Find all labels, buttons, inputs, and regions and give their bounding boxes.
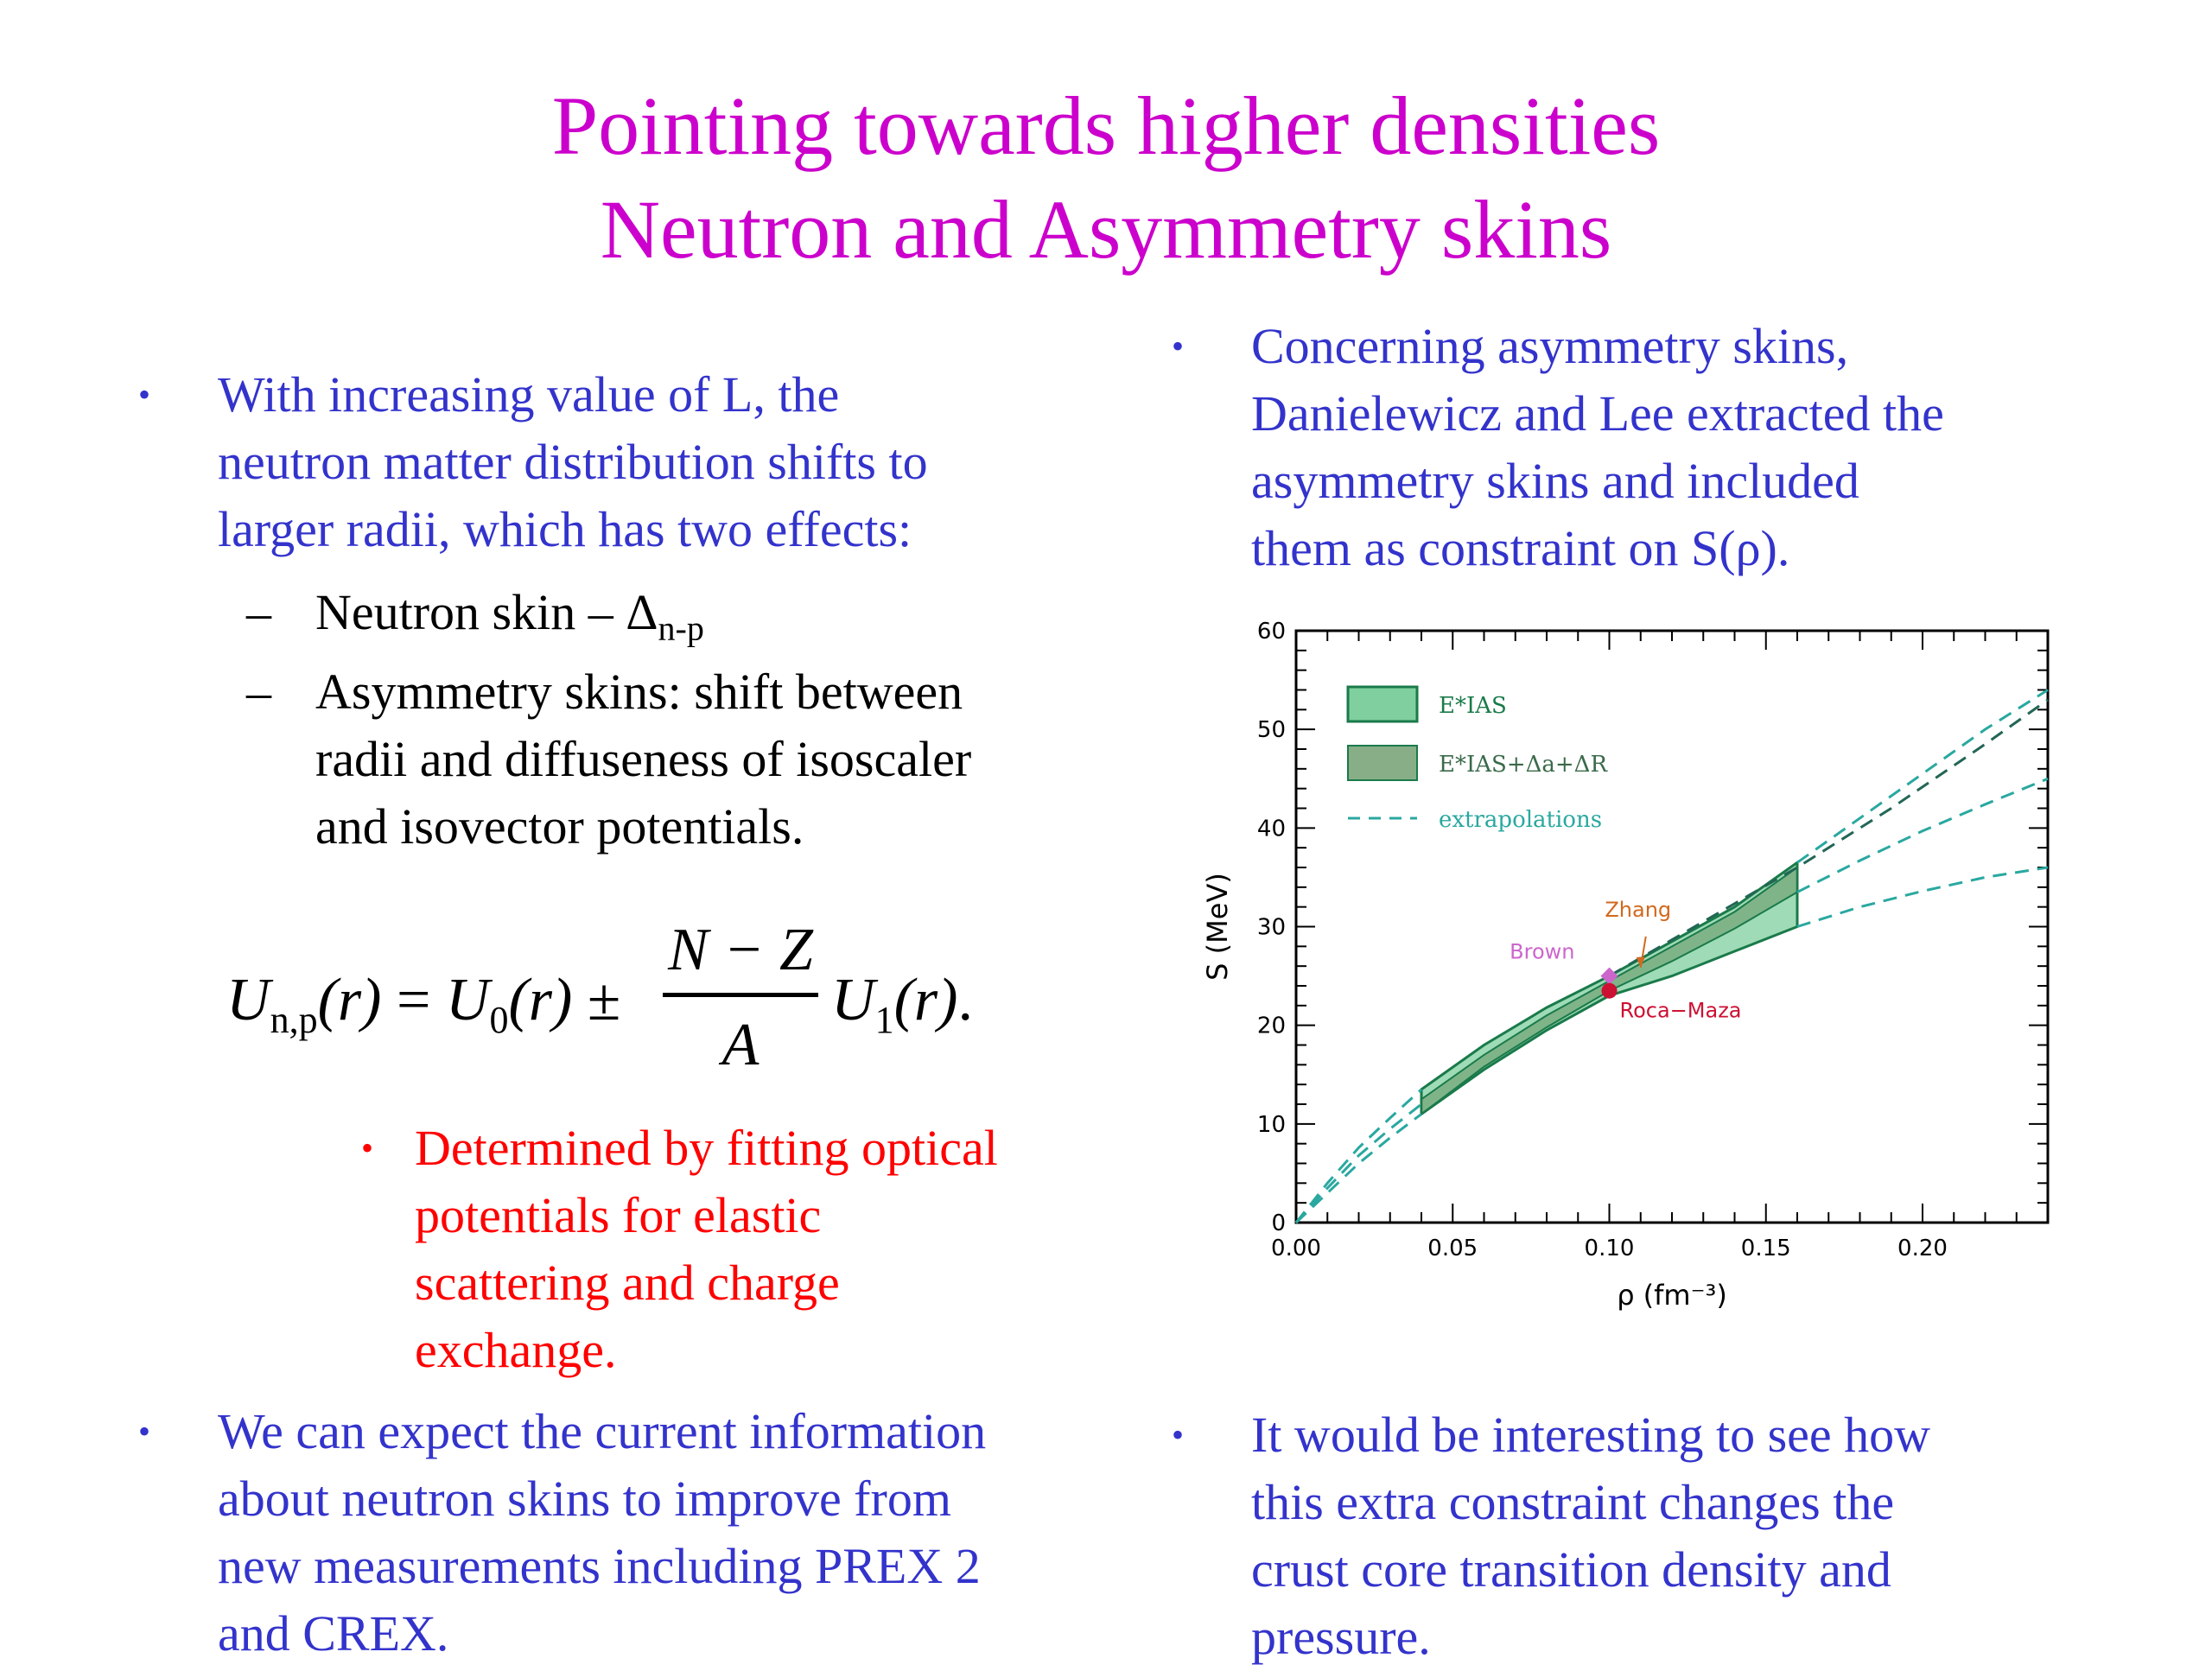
extrapolation-line xyxy=(1796,866,2049,928)
formula-numerator: N − Z xyxy=(668,917,813,983)
y-axis-label: S (MeV) xyxy=(1201,873,1234,981)
formula-end: . xyxy=(957,967,973,1033)
bullet-dot: • xyxy=(1172,327,1185,365)
y-tick-label: 20 xyxy=(1257,1013,1286,1039)
formula-pm: ± xyxy=(587,967,621,1033)
right-bullet-1-line: Concerning asymmetry skins, xyxy=(1251,318,1849,374)
formula-arg: (r) xyxy=(317,967,382,1033)
label-brown: Brown xyxy=(1510,940,1574,964)
extrapolation-line xyxy=(1294,1113,1422,1224)
red-bullet-fitting: • Determined by fitting optical potentia… xyxy=(361,1115,998,1384)
left-bullet-2-line: We can expect the current information xyxy=(218,1403,987,1459)
point-brown xyxy=(1600,967,1618,985)
right-bullet-1: • Concerning asymmetry skins, Danielewic… xyxy=(1172,313,1944,582)
neutron-skin-subscript: n-p xyxy=(658,608,704,648)
legend-swatch-eias xyxy=(1346,685,1419,723)
formula-U1-sub: 1 xyxy=(874,999,894,1041)
formula-U0-sub: 0 xyxy=(489,999,509,1041)
left-bullet-2: • We can expect the current information … xyxy=(138,1398,987,1668)
bullet-dot: • xyxy=(1172,1415,1185,1454)
red-bullet-line: Determined by fitting optical xyxy=(415,1120,998,1176)
bullet-dot: • xyxy=(361,1128,374,1167)
zhang-arrowhead xyxy=(1636,956,1645,968)
slide-title-line2: Neutron and Asymmetry skins xyxy=(600,183,1612,276)
y-tick-label: 10 xyxy=(1257,1112,1286,1138)
legend-label-eias-da-dr: E*IAS+Δa+ΔR xyxy=(1439,752,1608,778)
right-bullet-1-line: them as constraint on S(ρ). xyxy=(1251,520,1790,576)
asymmetry-line: and isovector potentials. xyxy=(315,798,804,855)
band-eias-da-dr xyxy=(1421,866,1798,1116)
y-tick-label: 0 xyxy=(1271,1210,1286,1236)
left-bullet-1-line: With increasing value of L, the xyxy=(218,366,840,423)
label-zhang: Zhang xyxy=(1605,898,1671,922)
formula-arg: (r) xyxy=(893,967,958,1033)
y-tick-label: 30 xyxy=(1257,915,1286,941)
left-bullet-1-line: neutron matter distribution shifts to xyxy=(218,434,928,490)
right-bullet-1-line: asymmetry skins and included xyxy=(1251,453,1859,509)
formula-U-sub: n,p xyxy=(270,999,318,1041)
x-axis-label: ρ (fm⁻³) xyxy=(1617,1279,1727,1312)
formula-arg: (r) xyxy=(508,967,573,1033)
x-tick-label: 0.15 xyxy=(1741,1236,1791,1261)
x-tick-label: 0.20 xyxy=(1897,1236,1948,1261)
legend-swatch-eias-da-dr xyxy=(1347,745,1418,781)
extrapolation-line xyxy=(1796,689,2049,864)
left-bullet-2-line: about neutron skins to improve from xyxy=(218,1471,951,1527)
asymmetry-line: radii and diffuseness of isoscaler xyxy=(315,731,972,787)
neutron-skin-text: Neutron skin – Δ xyxy=(315,584,658,640)
extrapolation-line xyxy=(1294,1088,1423,1223)
formula-eq: = xyxy=(396,967,431,1033)
symmetry-energy-chart: 0.00 0.05 0.10 0.15 0.20 0 10 20 30 40 50 60 ρ (fm⁻³… xyxy=(1201,619,2050,1312)
formula-U1: U xyxy=(831,967,875,1033)
x-tick-label: 0.05 xyxy=(1427,1236,1478,1261)
red-bullet-line: potentials for elastic xyxy=(415,1187,822,1243)
bullet-dot: • xyxy=(138,375,151,414)
right-bullet-2-line: pressure. xyxy=(1251,1609,1431,1665)
formula-U0: U xyxy=(445,967,490,1033)
legend-label-extrapolations: extrapolations xyxy=(1439,807,1602,833)
chart-plot-group: 0.00 0.05 0.10 0.15 0.20 0 10 20 30 40 50 60 ρ (fm⁻³… xyxy=(1201,619,2050,1312)
right-bullet-2-line: crust core transition density and xyxy=(1251,1541,1891,1598)
legend-label-eias: E*IAS xyxy=(1439,693,1507,719)
formula-U: U xyxy=(226,967,270,1033)
dash-marker: – xyxy=(246,664,271,720)
right-bullet-1-line: Danielewicz and Lee extracted the xyxy=(1251,385,1944,442)
formula-denominator: A xyxy=(721,1012,760,1078)
optical-potential-formula: Un,p(r) = U0(r) ± N − Z A U1(r). xyxy=(226,916,1004,1089)
dash-marker: – xyxy=(246,584,271,640)
label-roca-maza: Roca−Maza xyxy=(1620,999,1742,1023)
asymmetry-line: Asymmetry skins: shift between xyxy=(315,664,963,720)
sub-bullet-asymmetry-skins: – Asymmetry skins: shift between radii a… xyxy=(246,658,972,861)
point-roca-maza xyxy=(1601,982,1618,999)
red-bullet-line: scattering and charge xyxy=(415,1255,840,1311)
extrapolation-line xyxy=(1608,698,2049,977)
bullet-dot: • xyxy=(138,1412,151,1451)
left-bullet-1-line: larger radii, which has two effects: xyxy=(218,501,912,557)
x-tick-label: 0.10 xyxy=(1585,1236,1635,1261)
fraction-bar xyxy=(663,993,818,997)
y-tick-label: 60 xyxy=(1257,619,1286,645)
left-bullet-1: • With increasing value of L, the neutro… xyxy=(138,361,928,563)
sub-bullet-neutron-skin: – Neutron skin – Δn-p xyxy=(246,579,704,663)
right-bullet-2: • It would be interesting to see how thi… xyxy=(1172,1401,1931,1671)
x-tick-label: 0.00 xyxy=(1271,1236,1321,1261)
left-bullet-2-line: and CREX. xyxy=(218,1605,449,1661)
red-bullet-line: exchange. xyxy=(415,1322,617,1378)
extrapolation-line xyxy=(1294,1102,1422,1224)
right-bullet-2-line: this extra constraint changes the xyxy=(1251,1474,1895,1530)
right-bullet-2-line: It would be interesting to see how xyxy=(1251,1407,1931,1463)
y-tick-label: 50 xyxy=(1257,717,1286,743)
left-bullet-2-line: new measurements including PREX 2 xyxy=(218,1538,981,1594)
y-tick-label: 40 xyxy=(1257,816,1286,842)
extrapolation-line xyxy=(1796,777,2049,893)
slide-title-line1: Pointing towards higher densities xyxy=(551,79,1661,172)
